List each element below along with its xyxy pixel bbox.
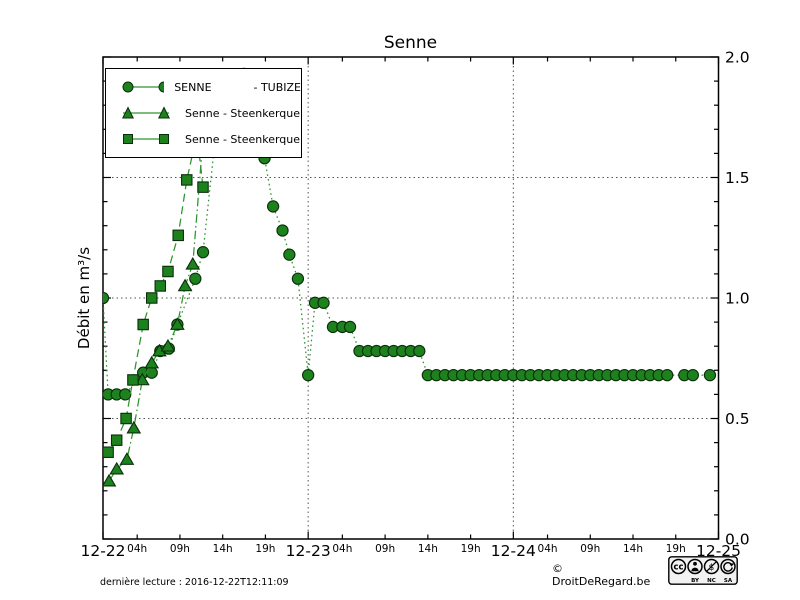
data-point-square bbox=[120, 412, 132, 425]
x-hour-label: 14h bbox=[418, 543, 438, 555]
data-point-circle bbox=[302, 368, 315, 382]
by-label: BY bbox=[691, 578, 700, 584]
x-hour-label: 19h bbox=[255, 543, 275, 555]
data-point-square bbox=[110, 434, 123, 446]
copyright-text: © DroitDeRegard.be bbox=[552, 562, 651, 588]
data-point-triangle bbox=[103, 473, 117, 487]
data-point-circle bbox=[276, 224, 289, 237]
data-point-square bbox=[154, 280, 167, 292]
series-triangle bbox=[103, 141, 210, 487]
legend-label: SENNE - TUBIZE bbox=[174, 80, 301, 94]
data-point-triangle bbox=[109, 461, 125, 475]
legend-marker-square bbox=[123, 134, 169, 144]
data-point-triangle bbox=[144, 355, 160, 369]
x-hour-label: 14h bbox=[213, 543, 233, 555]
data-point-circle bbox=[413, 344, 426, 358]
x-hour-label: 14h bbox=[623, 543, 643, 555]
y-tick-label: 1.5 bbox=[725, 169, 750, 187]
legend-marker-circle bbox=[122, 81, 165, 93]
data-point-triangle bbox=[134, 372, 150, 386]
data-point-circle bbox=[703, 368, 717, 382]
x-hour-label: 04h bbox=[127, 543, 147, 555]
data-point-square bbox=[127, 374, 139, 386]
data-point-circle bbox=[266, 200, 280, 213]
y-axis-label: Débit en m³/s bbox=[75, 246, 93, 350]
data-point-square bbox=[103, 446, 114, 458]
x-hour-label: 19h bbox=[461, 543, 481, 555]
y-tick-label: 0.5 bbox=[725, 410, 750, 428]
nc-label: NC bbox=[707, 578, 716, 584]
chart-title: Senne bbox=[383, 33, 438, 53]
x-hour-label: 19h bbox=[666, 543, 686, 555]
legend-marker-triangle bbox=[121, 106, 171, 119]
x-hour-label: 04h bbox=[332, 543, 352, 555]
nc-no-dollar-icon: $ bbox=[703, 558, 720, 575]
x-date-label: 12-24 bbox=[491, 542, 536, 560]
cc-badge-icon: cc $ BY NC SA bbox=[668, 556, 738, 585]
x-date-label: 12-22 bbox=[80, 542, 125, 560]
svg-text:$: $ bbox=[709, 563, 715, 573]
legend-label: Senne - Steenkerque bbox=[185, 132, 301, 146]
data-point-circle bbox=[103, 291, 110, 305]
data-point-circle bbox=[189, 272, 202, 285]
data-point-triangle bbox=[126, 420, 142, 434]
data-point-triangle bbox=[170, 317, 185, 330]
data-point-triangle bbox=[119, 452, 135, 465]
data-point-circle bbox=[196, 246, 210, 259]
data-point-circle bbox=[119, 388, 132, 401]
data-point-circle bbox=[283, 248, 296, 261]
legend-entry-tubize: SENNE - TUBIZE bbox=[119, 79, 301, 95]
x-hour-label: 09h bbox=[580, 543, 600, 555]
x-date-label: 12-23 bbox=[286, 542, 331, 560]
data-point-triangle bbox=[160, 338, 176, 352]
data-point-triangle bbox=[177, 278, 193, 292]
legend-label: Senne - Steenkerque bbox=[185, 106, 301, 120]
cc-icon bbox=[670, 558, 687, 575]
data-point-circle bbox=[661, 368, 674, 382]
data-point-square bbox=[162, 265, 174, 278]
data-point-circle bbox=[291, 272, 305, 285]
by-person-icon bbox=[687, 558, 703, 575]
series-square bbox=[103, 128, 209, 458]
footer-status: dernière lecture : 2016-12-22T12:11:09 d… bbox=[100, 557, 289, 600]
x-date-label: 12-25 bbox=[696, 542, 741, 560]
cc-icon-text: cc bbox=[673, 563, 683, 573]
data-point-circle bbox=[343, 320, 357, 334]
cc-license-badge[interactable]: cc $ BY NC SA bbox=[668, 556, 738, 590]
x-hour-label: 04h bbox=[538, 543, 558, 555]
x-hour-label: 09h bbox=[170, 543, 190, 555]
last-reading-text: dernière lecture : 2016-12-22T12:11:09 bbox=[100, 577, 289, 588]
y-tick-label: 0.0 bbox=[725, 531, 750, 549]
data-point-square bbox=[181, 174, 193, 186]
tick-labels: 12-22 12-23 12-24 12-25 04h 09h 14h 19h 04h 09h 14… bbox=[80, 49, 749, 561]
legend: SENNE - TUBIZE Senne - Steenkerque Senne… bbox=[105, 68, 302, 158]
data-point-square bbox=[137, 318, 149, 331]
sa-share-alike-icon bbox=[720, 558, 736, 575]
y-tick-label: 2.0 bbox=[725, 49, 750, 67]
data-point-triangle bbox=[185, 256, 201, 270]
data-point-square bbox=[145, 292, 158, 304]
axis-ticks bbox=[102, 56, 720, 540]
y-tick-label: 1.0 bbox=[725, 290, 750, 308]
data-point-square bbox=[172, 229, 184, 242]
data-point-circle bbox=[317, 296, 330, 309]
legend-entry-steenkerque-1: Senne - Steenkerque bbox=[119, 105, 301, 121]
x-hour-label: 09h bbox=[375, 543, 395, 555]
sa-label: SA bbox=[724, 578, 733, 584]
data-point-square bbox=[197, 181, 209, 193]
data-point-circle bbox=[686, 368, 700, 382]
gridlines bbox=[103, 57, 719, 539]
legend-entry-steenkerque-2: Senne - Steenkerque bbox=[119, 131, 301, 147]
